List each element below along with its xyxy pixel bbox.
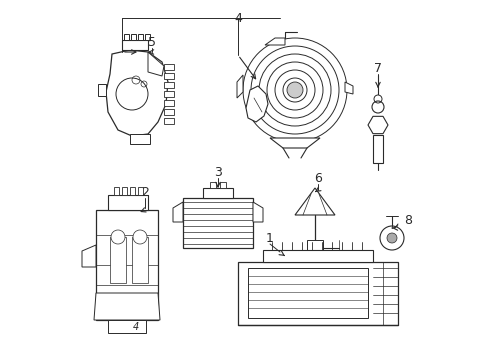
Polygon shape [220,182,226,188]
Circle shape [133,230,147,244]
Polygon shape [295,188,335,215]
Polygon shape [307,240,323,256]
Polygon shape [237,75,243,98]
Text: 6: 6 [314,171,322,184]
Circle shape [374,95,382,103]
Circle shape [287,82,303,98]
Polygon shape [82,245,96,267]
Polygon shape [130,187,135,195]
Text: 4: 4 [133,322,139,332]
Polygon shape [124,34,129,40]
Text: 5: 5 [148,36,156,49]
Polygon shape [132,237,148,283]
Polygon shape [345,82,353,94]
Polygon shape [164,91,174,97]
Text: 8: 8 [404,213,412,226]
Text: 4: 4 [234,12,242,25]
Polygon shape [108,320,146,333]
Text: 1: 1 [266,231,274,244]
Circle shape [387,233,397,243]
Polygon shape [108,195,148,210]
Polygon shape [96,210,158,320]
Polygon shape [164,118,174,124]
Circle shape [116,78,148,110]
Text: 2: 2 [141,185,149,198]
Polygon shape [131,34,136,40]
Polygon shape [122,40,148,50]
Polygon shape [110,237,126,283]
Polygon shape [122,187,127,195]
Polygon shape [248,268,368,318]
Polygon shape [164,64,174,70]
Polygon shape [173,202,183,222]
Polygon shape [164,100,174,106]
Polygon shape [98,84,106,96]
Polygon shape [138,187,143,195]
Text: 3: 3 [214,166,222,179]
Polygon shape [210,182,216,188]
Polygon shape [203,188,233,198]
Polygon shape [183,198,253,248]
Polygon shape [114,187,119,195]
Polygon shape [270,138,320,148]
Text: 7: 7 [374,62,382,75]
Polygon shape [368,116,388,134]
Polygon shape [164,109,174,115]
Polygon shape [148,52,164,76]
Circle shape [380,226,404,250]
Circle shape [111,230,125,244]
Polygon shape [130,134,150,144]
Polygon shape [246,86,268,122]
Polygon shape [164,82,174,88]
Polygon shape [164,73,174,79]
Polygon shape [253,202,263,222]
Polygon shape [238,262,398,325]
Polygon shape [373,135,383,163]
Polygon shape [265,38,285,45]
Polygon shape [263,250,373,262]
Polygon shape [94,293,160,320]
Polygon shape [106,50,168,136]
Polygon shape [145,34,150,40]
Polygon shape [138,34,143,40]
